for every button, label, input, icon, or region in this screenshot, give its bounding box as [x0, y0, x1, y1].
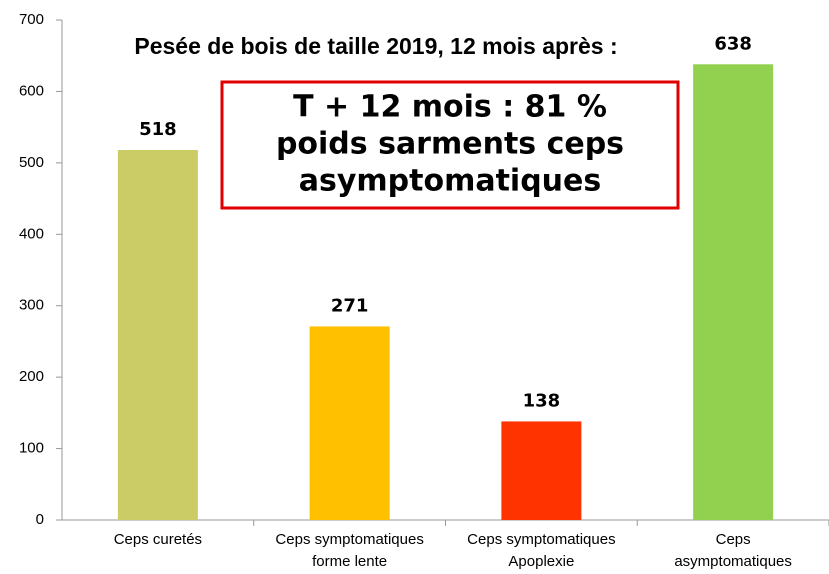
bar	[693, 64, 774, 521]
annotation-line: poids sarments ceps	[276, 127, 624, 162]
bar	[117, 150, 198, 520]
x-tick-label: Ceps symptomatiques Apoplexie	[467, 531, 615, 570]
value-label: 271	[331, 295, 369, 316]
annotation-line: T + 12 mois : 81 %	[293, 90, 607, 125]
annotation-line: asymptomatiques	[299, 164, 602, 199]
x-tick-label-line: asymptomatiques	[674, 553, 792, 570]
y-tick-label: 400	[19, 225, 44, 242]
y-tick-label: 500	[19, 154, 44, 171]
x-tick-label-line: forme lente	[312, 553, 387, 570]
y-tick-label: 300	[19, 297, 44, 314]
annotation-box	[220, 80, 680, 210]
y-tick-label: 0	[36, 511, 44, 528]
x-tick-label-line: Ceps curetés	[114, 531, 202, 548]
x-tick-label: Ceps curetés	[114, 531, 202, 548]
x-tick-label-line: Ceps symptomatiques	[275, 531, 423, 548]
value-label: 518	[139, 119, 177, 140]
chart-title: Pesée de bois de taille 2019, 12 mois ap…	[134, 33, 617, 59]
x-tick-label-line: Apoplexie	[508, 553, 574, 570]
y-tick-label: 200	[19, 368, 44, 385]
x-tick-label: Ceps symptomatiques forme lente	[275, 531, 423, 570]
y-tick-label: 100	[19, 440, 44, 457]
x-tick-label-line: Ceps	[716, 531, 751, 548]
y-tick-label: 600	[19, 82, 44, 99]
bar	[309, 326, 390, 520]
bar	[501, 421, 582, 520]
value-label: 138	[523, 390, 561, 411]
x-tick-label: Ceps asymptomatiques	[674, 531, 792, 570]
value-label: 638	[714, 33, 752, 54]
x-tick-label-line: Ceps symptomatiques	[467, 531, 615, 548]
y-tick-label: 700	[19, 11, 44, 28]
